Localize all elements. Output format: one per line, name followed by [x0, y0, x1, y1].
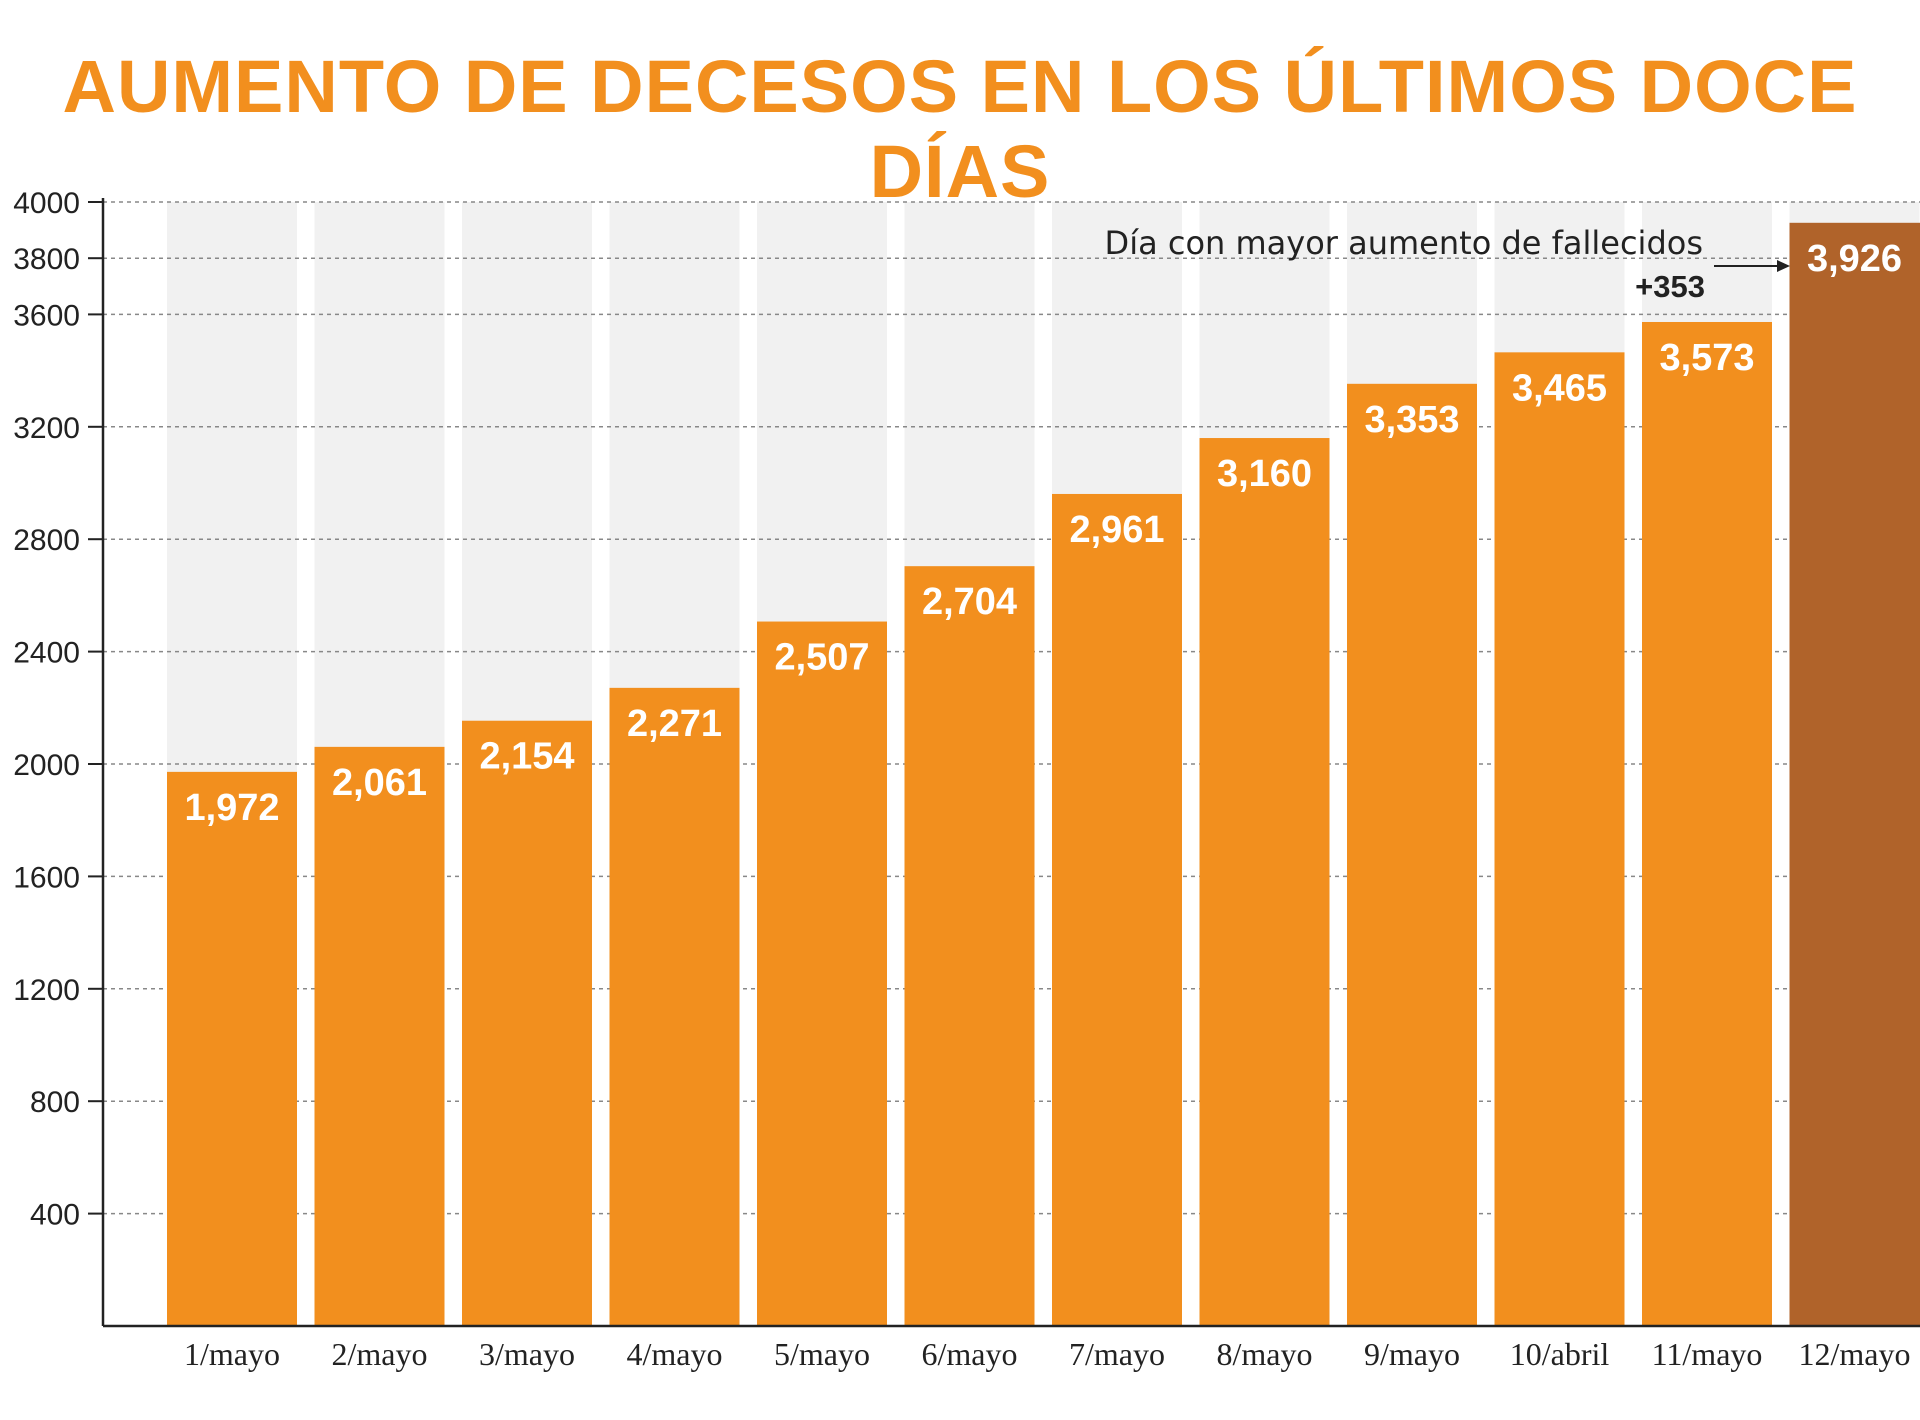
value-label-5/mayo: 2,507 — [774, 637, 869, 679]
y-tick-label-400: 400 — [30, 1199, 80, 1232]
value-label-11/mayo: 3,573 — [1659, 337, 1754, 379]
bar-12/mayo — [1789, 222, 1920, 1327]
labels: 400 800 1200 1600 2000 2400 2800 3200 3600 3800 40… — [13, 187, 1910, 1372]
y-tick-label-2800: 2800 — [13, 524, 80, 557]
y-tick-label-3600: 3600 — [13, 299, 80, 332]
value-label-10/abril: 3,465 — [1512, 367, 1607, 409]
value-label-12/mayo: 3,926 — [1807, 238, 1902, 280]
bar-11/mayo — [1642, 321, 1772, 1326]
value-label-1/mayo: 1,972 — [184, 787, 279, 829]
chart-title: AUMENTO DE DECESOS EN LOS ÚLTIMOS DOCE D… — [62, 45, 1858, 213]
category-label-11/mayo: 11/mayo — [1652, 1336, 1763, 1372]
bar-7/mayo — [1052, 493, 1182, 1327]
value-label-7/mayo: 2,961 — [1069, 509, 1164, 551]
bar-9/mayo — [1347, 383, 1477, 1326]
y-tick-label-2000: 2000 — [13, 749, 80, 782]
category-label-2/mayo: 2/mayo — [332, 1336, 428, 1372]
bar-1/mayo — [167, 771, 297, 1326]
value-label-3/mayo: 2,154 — [479, 736, 574, 778]
bar-5/mayo — [757, 621, 887, 1326]
bar-2/mayo — [314, 746, 445, 1326]
value-label-2/mayo: 2,061 — [332, 762, 427, 804]
annotation-arrowhead — [1777, 260, 1790, 272]
bars — [167, 222, 1920, 1327]
value-label-8/mayo: 3,160 — [1217, 453, 1312, 495]
bar-10/abril — [1494, 352, 1625, 1327]
value-label-4/mayo: 2,271 — [627, 703, 722, 745]
axes — [88, 198, 1920, 1328]
category-label-4/mayo: 4/mayo — [627, 1336, 723, 1372]
y-tick-label-1200: 1200 — [13, 974, 80, 1007]
bar-6/mayo — [904, 566, 1035, 1326]
category-label-8/mayo: 8/mayo — [1217, 1336, 1313, 1372]
bar-4/mayo — [609, 687, 740, 1326]
category-label-5/mayo: 5/mayo — [774, 1336, 870, 1372]
category-label-10/abril: 10/abril — [1510, 1336, 1610, 1372]
category-label-7/mayo: 7/mayo — [1069, 1336, 1165, 1372]
value-label-9/mayo: 3,353 — [1364, 399, 1459, 441]
category-label-3/mayo: 3/mayo — [479, 1336, 575, 1372]
category-label-12/mayo: 12/mayo — [1799, 1336, 1911, 1372]
category-label-6/mayo: 6/mayo — [922, 1336, 1018, 1372]
y-tick-label-800: 800 — [30, 1086, 80, 1119]
bar-3/mayo — [462, 720, 592, 1326]
category-label-1/mayo: 1/mayo — [184, 1336, 280, 1372]
y-tick-label-3800: 3800 — [13, 243, 80, 276]
y-tick-label-4000: 4000 — [13, 187, 80, 220]
y-tick-label-2400: 2400 — [13, 637, 80, 670]
y-tick-label-1600: 1600 — [13, 861, 80, 894]
category-label-9/mayo: 9/mayo — [1364, 1336, 1460, 1372]
annotation-delta: +353 — [1635, 269, 1705, 304]
bar-8/mayo — [1199, 438, 1330, 1326]
y-tick-label-3200: 3200 — [13, 412, 80, 445]
annotation-text: Día con mayor aumento de fallecidos — [1105, 224, 1703, 262]
value-label-6/mayo: 2,704 — [922, 581, 1017, 623]
annotation: Día con mayor aumento de fallecidos +353 — [1105, 224, 1790, 304]
